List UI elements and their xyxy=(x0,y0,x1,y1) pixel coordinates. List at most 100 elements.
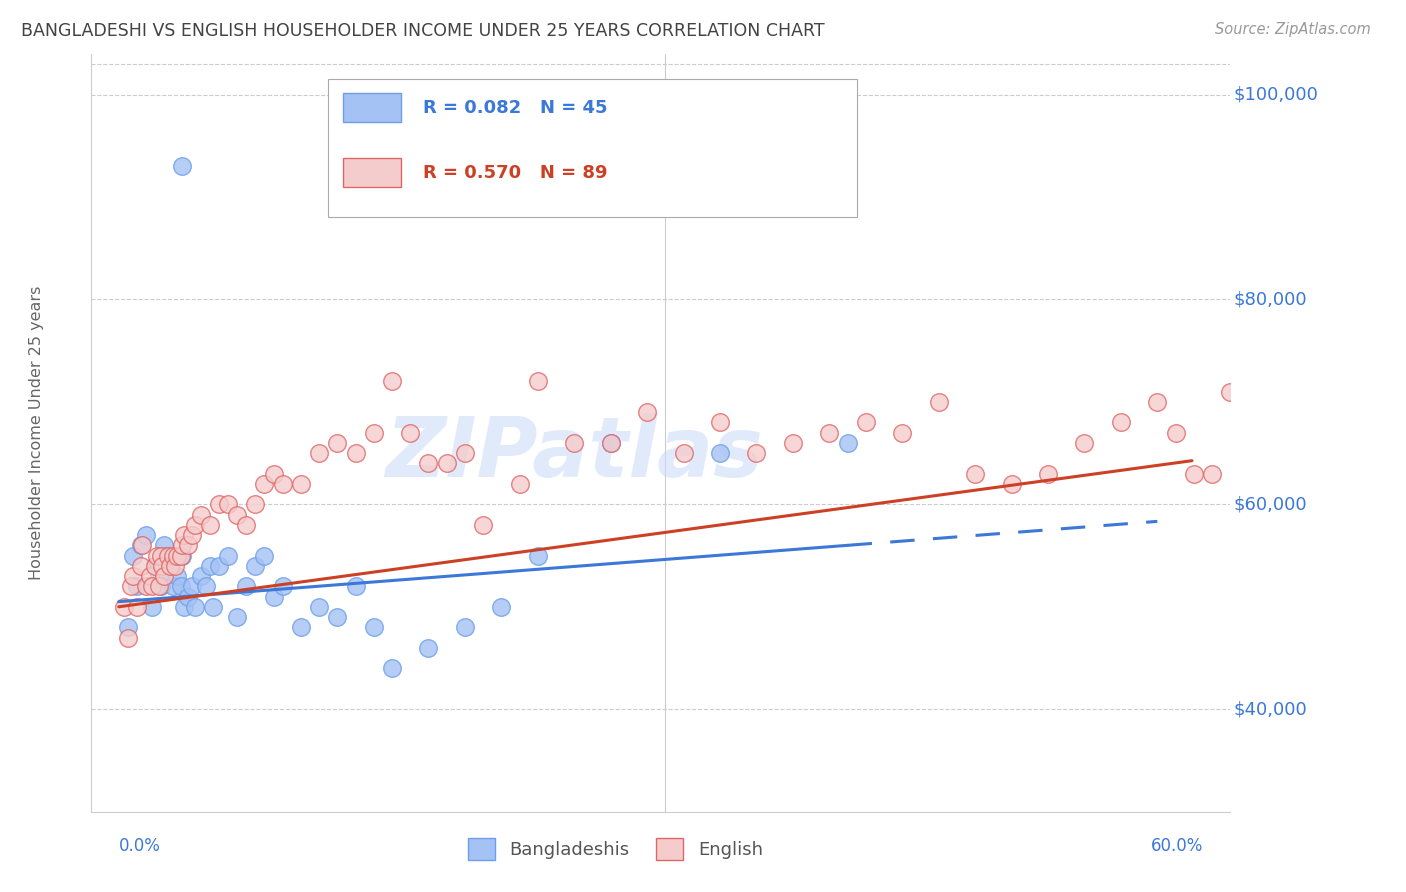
Point xyxy=(454,620,477,634)
Point xyxy=(148,569,170,583)
Point xyxy=(198,558,221,573)
Point xyxy=(148,579,170,593)
Point xyxy=(509,476,531,491)
Point xyxy=(138,569,160,583)
Point xyxy=(344,446,367,460)
Point xyxy=(195,579,218,593)
Point xyxy=(170,579,193,593)
Point xyxy=(117,631,139,645)
Point xyxy=(418,640,440,655)
Text: R = 0.570   N = 89: R = 0.570 N = 89 xyxy=(423,164,607,182)
Point xyxy=(184,517,207,532)
Point xyxy=(381,375,404,389)
Point xyxy=(190,569,212,583)
Point xyxy=(235,517,257,532)
Bar xyxy=(343,158,401,186)
Point xyxy=(562,435,585,450)
Point xyxy=(143,558,166,573)
Point xyxy=(271,476,294,491)
Point xyxy=(1000,476,1022,491)
Point xyxy=(290,476,312,491)
Point xyxy=(1292,416,1315,430)
Legend: Bangladeshis, English: Bangladeshis, English xyxy=(460,830,770,867)
Point xyxy=(146,549,169,563)
Point xyxy=(818,425,841,440)
Point xyxy=(1164,425,1187,440)
Text: 60.0%: 60.0% xyxy=(1150,838,1204,855)
Point xyxy=(135,579,157,593)
Point xyxy=(149,579,172,593)
Point xyxy=(1402,416,1406,430)
Point xyxy=(170,549,193,563)
Point xyxy=(226,508,249,522)
Point xyxy=(1256,416,1278,430)
Point xyxy=(153,569,176,583)
Point xyxy=(491,599,513,614)
Point xyxy=(599,435,621,450)
Point xyxy=(1073,435,1095,450)
Point xyxy=(1365,416,1388,430)
Text: Householder Income Under 25 years: Householder Income Under 25 years xyxy=(30,285,44,580)
Text: 0.0%: 0.0% xyxy=(118,838,160,855)
Point xyxy=(208,497,231,511)
Point xyxy=(782,435,804,450)
Point xyxy=(1219,384,1241,399)
Point xyxy=(245,558,267,573)
Point xyxy=(112,599,135,614)
Point xyxy=(1109,416,1132,430)
Text: $40,000: $40,000 xyxy=(1234,700,1308,718)
Point xyxy=(172,538,194,552)
Bar xyxy=(343,94,401,122)
Point xyxy=(155,549,177,563)
Point xyxy=(399,425,422,440)
Point xyxy=(672,446,695,460)
Point xyxy=(253,549,276,563)
Point xyxy=(172,159,194,173)
Point xyxy=(308,599,330,614)
Point xyxy=(290,620,312,634)
Point xyxy=(271,579,294,593)
Point xyxy=(636,405,658,419)
Point xyxy=(159,558,181,573)
Text: ZIPatlas: ZIPatlas xyxy=(385,413,763,493)
Text: Source: ZipAtlas.com: Source: ZipAtlas.com xyxy=(1215,22,1371,37)
Point xyxy=(190,508,212,522)
Point xyxy=(226,610,249,624)
Point xyxy=(208,558,231,573)
Point xyxy=(173,528,195,542)
Point xyxy=(1036,467,1059,481)
Point xyxy=(143,558,166,573)
Point xyxy=(177,590,200,604)
Text: $60,000: $60,000 xyxy=(1234,495,1308,513)
Point xyxy=(217,549,239,563)
Point xyxy=(156,549,179,563)
Point xyxy=(141,579,163,593)
Point xyxy=(1329,425,1351,440)
Point xyxy=(1146,395,1168,409)
Point xyxy=(1201,467,1223,481)
Point xyxy=(326,435,349,450)
Point xyxy=(117,620,139,634)
Point xyxy=(141,599,163,614)
Point xyxy=(173,599,195,614)
Point xyxy=(263,467,285,481)
Point xyxy=(122,569,145,583)
Point xyxy=(326,610,349,624)
Point xyxy=(709,416,731,430)
Point xyxy=(527,375,550,389)
Point xyxy=(363,425,385,440)
Point xyxy=(162,549,184,563)
Point xyxy=(1182,467,1205,481)
Text: $80,000: $80,000 xyxy=(1234,291,1308,309)
Point xyxy=(166,549,188,563)
Point xyxy=(709,446,731,460)
Point xyxy=(131,538,153,552)
Point xyxy=(235,579,257,593)
Point xyxy=(928,395,950,409)
Point xyxy=(129,538,152,552)
Point xyxy=(472,517,495,532)
Text: R = 0.082   N = 45: R = 0.082 N = 45 xyxy=(423,99,607,117)
Point xyxy=(122,549,145,563)
Text: $100,000: $100,000 xyxy=(1234,86,1319,103)
Point xyxy=(454,446,477,460)
